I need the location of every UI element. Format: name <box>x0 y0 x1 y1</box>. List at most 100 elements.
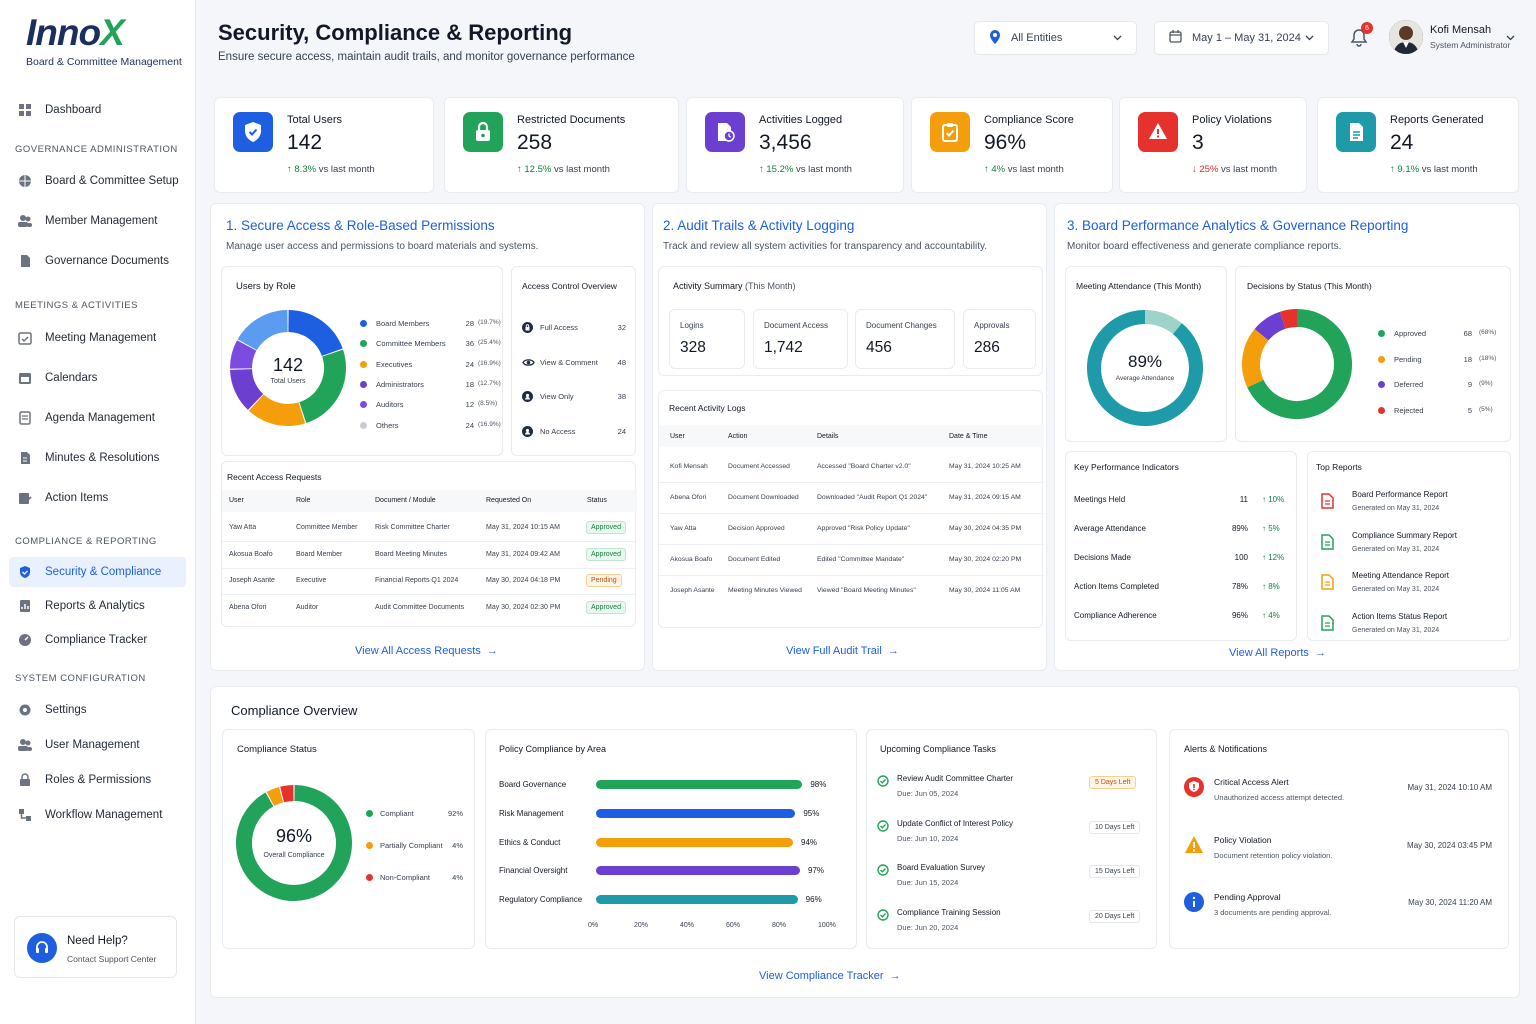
policy-area-name: Financial Oversight <box>499 866 568 876</box>
summary-tile[interactable]: Document Access 1,742 <box>753 309 848 369</box>
nav-roles-permissions[interactable]: Roles & Permissions <box>9 765 186 795</box>
logo[interactable]: InnoX <box>26 12 125 53</box>
kpi-indicator-trend: ↑ 4% <box>1262 611 1280 620</box>
decision-slice <box>1280 309 1298 329</box>
kpi-trend-suffix: vs last month <box>795 164 852 175</box>
help-card[interactable]: Need Help? Contact Support Center <box>14 916 177 978</box>
nav-calendars[interactable]: Calendars <box>9 363 186 393</box>
summary-value: 1,742 <box>764 339 803 356</box>
table-cell: May 31, 2024 10:25 AM <box>949 463 1021 470</box>
nav-settings[interactable]: Settings <box>9 695 186 725</box>
view-all-reports-link[interactable]: View All Reports → <box>1229 647 1327 659</box>
nav-board-setup[interactable]: Board & Committee Setup <box>9 166 186 196</box>
compliance-task[interactable]: Compliance Training Session Due: Jun 20, … <box>867 906 1158 944</box>
table-row[interactable]: Joseph Asante Meeting Minutes Viewed Viewe… <box>659 579 1044 605</box>
view-full-audit-trail-link[interactable]: View Full Audit Trail → <box>786 645 899 657</box>
kpi-value: 142 <box>287 131 323 154</box>
legend-dot <box>360 380 367 388</box>
nav-workflow-management[interactable]: Workflow Management <box>9 800 186 830</box>
table-row[interactable]: Akosua Boafo Board Member Board Meeting Mi… <box>222 545 637 569</box>
alert-item[interactable]: Policy Violation Document retention polic… <box>1170 832 1510 878</box>
nav-dashboard[interactable]: Dashboard <box>9 95 186 125</box>
avatar[interactable] <box>1389 20 1423 54</box>
kpi-trend-suffix: vs last month <box>1007 164 1064 175</box>
report-item[interactable]: Meeting Attendance Report Generated on Ma… <box>1308 569 1512 605</box>
report-date: Generated on May 31, 2024 <box>1352 505 1440 512</box>
legend-dot <box>1378 330 1385 337</box>
table-cell: Edited "Committee Mandate" <box>817 556 905 563</box>
kpi-indicator-name: Action Items Completed <box>1074 582 1159 591</box>
kpi-card[interactable]: Restricted Documents 258 ↑ 12.5% vs last m… <box>444 97 679 193</box>
notifications-button[interactable]: 6 <box>1350 22 1373 51</box>
table-row[interactable]: Abena Ofori Auditor Audit Committee Docume… <box>222 598 637 622</box>
table-row[interactable]: Yaw Atta Decision Approved Approved "Risk … <box>659 517 1044 543</box>
nav-agenda-management[interactable]: Agenda Management <box>9 403 186 433</box>
policy-pct: 95% <box>803 808 820 818</box>
report-item[interactable]: Compliance Summary Report Generated on Ma… <box>1308 529 1512 565</box>
summary-tile[interactable]: Approvals 286 <box>963 309 1036 369</box>
table-row[interactable]: Abena Ofori Document Downloaded Downloaded… <box>659 486 1044 512</box>
kpi-card[interactable]: Compliance Score 96% ↑ 4% vs last month <box>911 97 1113 193</box>
report-item[interactable]: Action Items Status Report Generated on M… <box>1308 610 1512 646</box>
policy-area-name: Risk Management <box>499 808 564 818</box>
table-cell: Kofi Mensah <box>670 463 708 470</box>
table-row[interactable]: Kofi Mensah Document Accessed Accessed "Bo… <box>659 455 1044 481</box>
nav-compliance-tracker[interactable]: Compliance Tracker <box>9 625 186 655</box>
status-badge: Approved <box>586 547 626 561</box>
kpi-value: 96% <box>984 131 1027 154</box>
nav-action-items[interactable]: Action Items <box>9 483 186 513</box>
role-name: Others <box>376 420 399 430</box>
alert-item[interactable]: Pending Approval 3 documents are pending … <box>1170 889 1510 935</box>
column-header: Action <box>728 433 748 440</box>
nav-reports-analytics[interactable]: Reports & Analytics <box>9 591 186 621</box>
attendance-donut <box>1087 310 1203 426</box>
nav-security-compliance[interactable]: Security & Compliance <box>9 557 186 587</box>
card-title: Upcoming Compliance Tasks <box>880 744 996 754</box>
kpi-indicator-value: 96% <box>1231 611 1248 620</box>
nav-minutes-resolutions[interactable]: Minutes & Resolutions <box>9 443 186 473</box>
kpi-label: Restricted Documents <box>517 114 626 126</box>
compliance-tasks-card: Upcoming Compliance Tasks Review Audit C… <box>866 729 1157 949</box>
kpi-card[interactable]: Activities Logged 3,456 ↑ 15.2% vs last mo… <box>686 97 904 193</box>
entity-select[interactable]: All Entities <box>974 21 1137 55</box>
table-cell: Document Downloaded <box>728 494 799 501</box>
alerts-card: Alerts & Notifications Critical Access A… <box>1169 729 1509 949</box>
arrow-up-icon: ↑ <box>1262 582 1269 591</box>
alert-description: Document retention policy violation. <box>1214 850 1333 860</box>
report-icon <box>18 599 32 613</box>
status-pct: 4% <box>452 841 463 850</box>
view-all-access-requests-link[interactable]: View All Access Requests → <box>355 645 498 657</box>
alert-shield-icon <box>1184 777 1204 800</box>
decision-name: Deferred <box>1394 380 1424 389</box>
shield-check-icon <box>233 112 273 152</box>
nav-governance-documents[interactable]: Governance Documents <box>9 246 186 276</box>
nav-member-management[interactable]: Member Management <box>9 206 186 236</box>
compliance-task[interactable]: Update Conflict of Interest Policy Due: J… <box>867 817 1158 855</box>
table-cell: Akosua Boafo <box>229 550 273 558</box>
compliance-slice <box>280 785 294 803</box>
nav-user-management[interactable]: User Management <box>9 730 186 760</box>
alert-item[interactable]: Critical Access Alert Unauthorized access… <box>1170 774 1510 820</box>
chevron-down-icon <box>1305 32 1314 44</box>
kpi-card[interactable]: Total Users 142 ↑ 8.3% vs last month <box>214 97 434 193</box>
policy-area-name: Ethics & Conduct <box>499 837 561 847</box>
table-row[interactable]: Akosua Boafo Document Edited Edited "Commi… <box>659 548 1044 574</box>
compliance-task[interactable]: Review Audit Committee Charter Due: Jun 0… <box>867 772 1158 810</box>
kpi-card[interactable]: Policy Violations 3 ↓ 25% vs last month <box>1119 97 1307 193</box>
table-row[interactable]: Yaw Atta Committee Member Risk Committee C… <box>222 518 637 542</box>
tracker-icon <box>18 633 32 647</box>
check-circle-icon <box>877 908 889 924</box>
card-title: Alerts & Notifications <box>1184 744 1268 754</box>
summary-tile[interactable]: Logins 328 <box>669 309 745 369</box>
user-menu-chevron-icon[interactable] <box>1506 30 1515 44</box>
report-item[interactable]: Board Performance Report Generated on May… <box>1308 488 1512 524</box>
compliance-task[interactable]: Board Evaluation Survey Due: Jun 15, 2024… <box>867 861 1158 899</box>
table-row[interactable]: Joseph Asante Executive Financial Reports … <box>222 571 637 595</box>
date-range-select[interactable]: May 1 – May 31, 2024 <box>1154 21 1329 55</box>
view-compliance-tracker-link[interactable]: View Compliance Tracker → <box>759 970 901 982</box>
kpi-card[interactable]: Reports Generated 24 ↑ 9.1% vs last month <box>1317 97 1519 193</box>
compliance-donut-label: Overall Compliance <box>263 852 325 859</box>
summary-tile[interactable]: Document Changes 456 <box>855 309 955 369</box>
kpi-trend-value: 12.5% <box>524 164 552 175</box>
nav-meeting-management[interactable]: Meeting Management <box>9 323 186 353</box>
